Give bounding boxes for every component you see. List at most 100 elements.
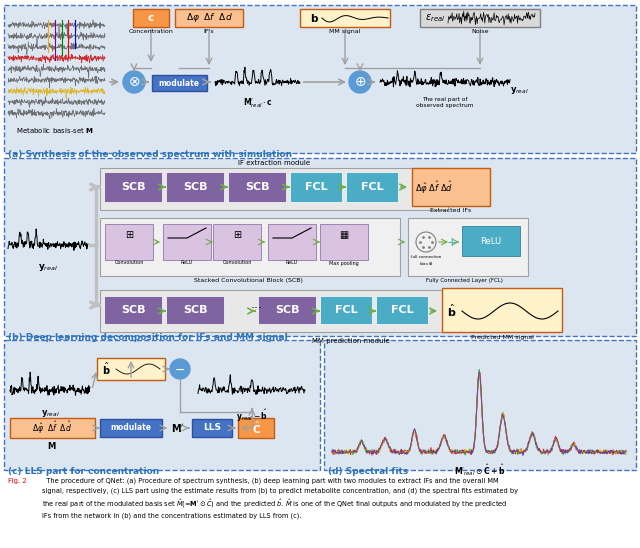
Text: SCB: SCB	[244, 182, 269, 192]
Text: The procedure of QNet: (a) Procedure of spectrum synthesis, (b) deep learning pa: The procedure of QNet: (a) Procedure of …	[42, 478, 518, 520]
Text: (b) Deep learning decomposition for IFs and MM signal: (b) Deep learning decomposition for IFs …	[8, 333, 288, 342]
Text: ▦: ▦	[339, 230, 349, 240]
Bar	[133, 9, 169, 27]
Text: SCB: SCB	[275, 305, 300, 315]
Circle shape	[170, 359, 190, 379]
Text: The real part of
observed spectrum: The real part of observed spectrum	[416, 97, 474, 108]
Text: $\mathbf{c}$: $\mathbf{c}$	[147, 13, 155, 23]
Text: SCB: SCB	[183, 305, 207, 315]
Text: $\hat{\mathbf{b}}$: $\hat{\mathbf{b}}$	[102, 361, 110, 377]
Bar	[192, 419, 232, 437]
Text: IF's: IF's	[204, 29, 214, 34]
Bar	[100, 168, 448, 210]
Text: (d) Spectral fits: (d) Spectral fits	[328, 467, 408, 476]
Text: Concentration: Concentration	[129, 29, 173, 34]
Text: $\mathbf{y}_{real} - \hat{\mathbf{b}}$: $\mathbf{y}_{real} - \hat{\mathbf{b}}$	[236, 408, 268, 425]
Circle shape	[349, 71, 371, 93]
Text: $\mathbf{y}_{real}$: $\mathbf{y}_{real}$	[40, 408, 60, 419]
Bar	[166, 296, 224, 324]
Text: Noise: Noise	[471, 29, 489, 34]
Bar	[346, 172, 398, 202]
Text: SCB: SCB	[183, 182, 207, 192]
Text: $\oplus$: $\oplus$	[354, 75, 366, 89]
Text: ReLU: ReLU	[286, 260, 298, 265]
Bar	[320, 224, 368, 260]
Bar	[4, 5, 636, 153]
Bar	[104, 172, 162, 202]
Bar	[376, 296, 428, 324]
Text: Metabolic basis-set $\mathbf{M}$: Metabolic basis-set $\mathbf{M}$	[16, 126, 94, 135]
Text: full connection: full connection	[411, 255, 441, 259]
Text: FCL: FCL	[390, 305, 413, 315]
Text: ...: ...	[251, 299, 263, 311]
Bar	[166, 172, 224, 202]
Bar	[442, 288, 562, 332]
Text: $-$: $-$	[175, 362, 186, 375]
Bar	[100, 290, 448, 332]
Text: Convolution: Convolution	[115, 260, 144, 265]
Text: ReLU: ReLU	[481, 237, 502, 246]
Text: FCL: FCL	[335, 305, 357, 315]
Bar	[412, 168, 490, 206]
Text: Max pooling: Max pooling	[329, 260, 359, 265]
Text: $\mathbf{M}_{real}' \cdot \mathbf{c}$: $\mathbf{M}_{real}' \cdot \mathbf{c}$	[243, 97, 273, 111]
Bar	[408, 218, 528, 276]
Text: MM prediction module: MM prediction module	[312, 338, 390, 344]
Bar	[258, 296, 316, 324]
Bar	[213, 224, 261, 260]
Text: MM signal: MM signal	[330, 29, 361, 34]
Text: Convolution: Convolution	[222, 260, 252, 265]
Text: $\otimes$: $\otimes$	[128, 75, 140, 89]
Text: modulate: modulate	[159, 78, 200, 88]
Text: $\mathbf{y}_{real}$: $\mathbf{y}_{real}$	[510, 84, 529, 95]
Text: $\hat{\mathbf{C}}$: $\hat{\mathbf{C}}$	[252, 420, 260, 436]
Text: Stacked Convolutional Block (SCB): Stacked Convolutional Block (SCB)	[193, 278, 303, 283]
Bar	[10, 418, 95, 438]
Bar	[462, 226, 520, 256]
Bar	[152, 75, 207, 91]
Text: SCB: SCB	[121, 182, 145, 192]
Bar	[238, 418, 274, 438]
Text: LLS: LLS	[203, 424, 221, 432]
Bar	[268, 224, 316, 260]
Text: $\hat{\mathbf{b}}$: $\hat{\mathbf{b}}$	[447, 303, 457, 319]
Bar	[4, 158, 636, 336]
Text: $\Delta\varphi$  $\Delta f$  $\Delta d$: $\Delta\varphi$ $\Delta f$ $\Delta d$	[186, 12, 232, 25]
Text: (a) Synthesis of the observed spectrum with simulation: (a) Synthesis of the observed spectrum w…	[8, 150, 292, 159]
Text: $\varepsilon_{real}$: $\varepsilon_{real}$	[425, 12, 445, 24]
Bar	[100, 419, 162, 437]
Bar	[420, 9, 540, 27]
Text: $\Delta\hat{\varphi}$ $\Delta\hat{f}$ $\Delta\hat{d}$: $\Delta\hat{\varphi}$ $\Delta\hat{f}$ $\…	[415, 180, 453, 196]
Text: Fig. 2: Fig. 2	[8, 478, 27, 484]
Text: $\mathbf{M}'$: $\mathbf{M}'$	[172, 422, 185, 434]
Text: $\mathbf{b}$: $\mathbf{b}$	[310, 12, 319, 24]
Bar	[104, 296, 162, 324]
Text: Extracted IFs: Extracted IFs	[430, 208, 472, 213]
Text: FCL: FCL	[361, 182, 383, 192]
Bar	[163, 224, 211, 260]
Bar	[4, 340, 320, 470]
Bar	[324, 340, 636, 470]
Bar	[97, 358, 165, 380]
Text: $\mathbf{M}$: $\mathbf{M}$	[47, 440, 57, 451]
Text: (c) LLS part for concentration: (c) LLS part for concentration	[8, 467, 159, 476]
Bar	[320, 296, 372, 324]
Text: FCL: FCL	[305, 182, 327, 192]
Bar	[100, 218, 400, 276]
Text: IF extraction module: IF extraction module	[238, 160, 310, 166]
Bar	[105, 224, 153, 260]
Text: $+$: $+$	[446, 236, 458, 248]
Text: $\mathbf{M}'_{real}\odot\hat{\mathbf{C}}+\hat{\mathbf{b}}$: $\mathbf{M}'_{real}\odot\hat{\mathbf{C}}…	[454, 462, 506, 478]
Text: modulate: modulate	[111, 424, 152, 432]
Bar	[300, 9, 390, 27]
Text: Predicted MM signal: Predicted MM signal	[470, 335, 533, 340]
Text: SCB: SCB	[121, 305, 145, 315]
Bar	[175, 9, 243, 27]
Text: Fully Connected Layer (FCL): Fully Connected Layer (FCL)	[426, 278, 502, 283]
Circle shape	[123, 71, 145, 93]
Text: $\Delta\hat{\varphi}$  $\Delta\hat{f}$  $\Delta\hat{d}$: $\Delta\hat{\varphi}$ $\Delta\hat{f}$ $\…	[32, 420, 72, 436]
Text: $\mathbf{y}_{real}$: $\mathbf{y}_{real}$	[38, 262, 58, 273]
Bar	[228, 172, 286, 202]
Bar	[290, 172, 342, 202]
Text: ReLU: ReLU	[181, 260, 193, 265]
